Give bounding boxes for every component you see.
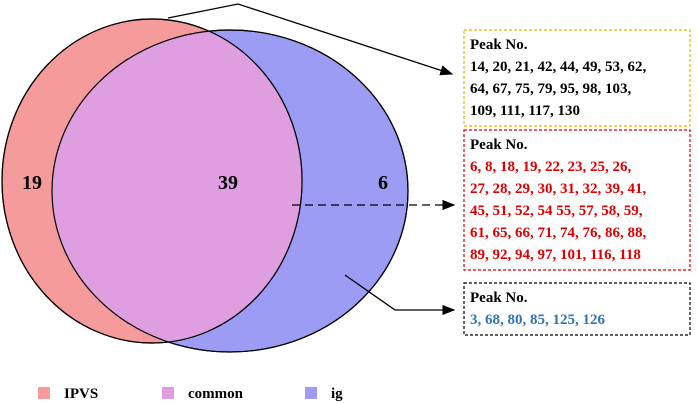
peak-box: [463, 282, 691, 336]
peak-list: 14, 20, 21, 42, 44, 49, 53, 62,: [470, 59, 647, 75]
peak-list: 89, 92, 94, 97, 101, 116, 118: [470, 247, 641, 263]
peak-list: 45, 51, 52, 54 55, 57, 58, 59,: [470, 203, 643, 219]
legend-label: ig: [331, 386, 343, 402]
peak-box: [463, 129, 691, 271]
box-title: Peak No.: [470, 290, 528, 306]
peak-list: 64, 67, 75, 79, 95, 98, 103,: [470, 81, 632, 97]
box-title: Peak No.: [470, 137, 528, 153]
peak-list: 61, 65, 66, 71, 74, 76, 86, 88,: [470, 225, 647, 241]
count: 6: [378, 172, 388, 194]
box-title: Peak No.: [470, 37, 528, 53]
arrow: [167, 3, 454, 76]
legend-swatch: [305, 387, 317, 399]
peak-list: 6, 8, 18, 19, 22, 23, 25, 26,: [470, 159, 632, 175]
legend-label: common: [188, 386, 244, 402]
peak-list: 3, 68, 80, 85, 125, 126: [470, 312, 606, 328]
count: 19: [22, 172, 42, 194]
ipvs-outline: [1, 18, 303, 344]
count: 39: [218, 172, 238, 194]
ig-outline: [51, 29, 409, 353]
peak-list: 27, 28, 29, 30, 31, 32, 39, 41,: [470, 181, 647, 197]
legend-label: IPVS: [64, 386, 98, 402]
legend-swatch: [38, 387, 50, 399]
peak-list: 109, 111, 117, 130: [470, 103, 580, 119]
legend-swatch: [162, 387, 174, 399]
peak-box: [463, 29, 691, 127]
arrow: [344, 274, 456, 316]
